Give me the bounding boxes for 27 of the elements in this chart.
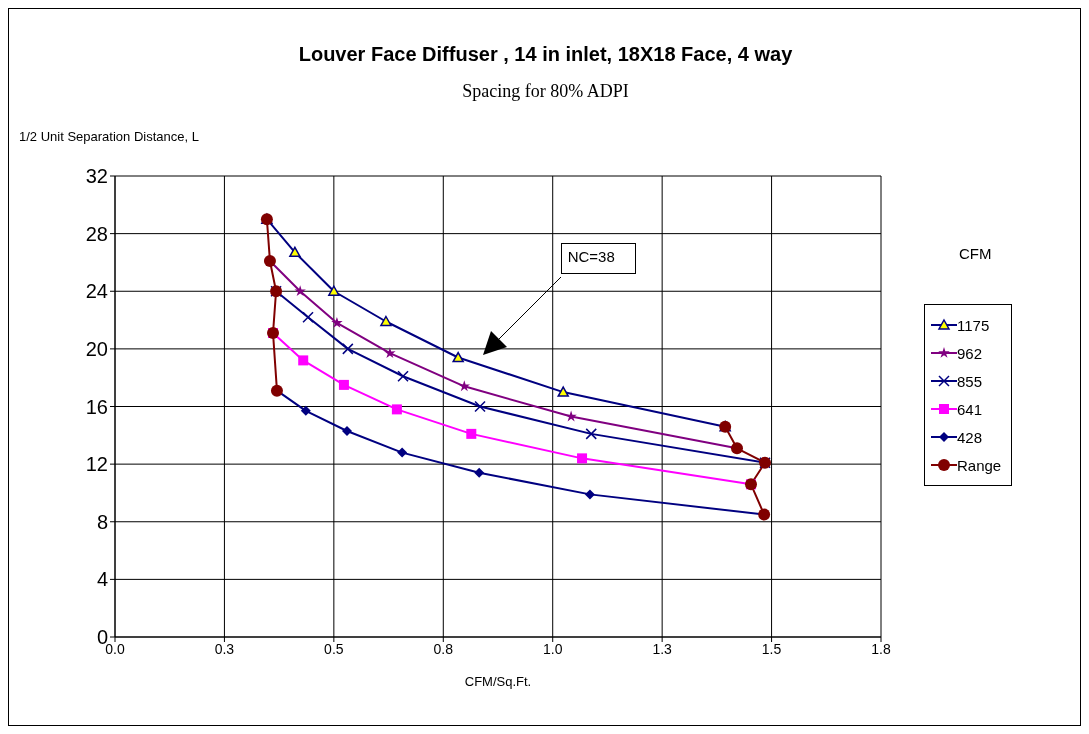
legend-label: 855 [957,372,983,390]
y-tick-label: 20 [85,337,108,360]
y-tick-label: 4 [96,568,108,591]
legend-label: 1175 [957,316,990,334]
x-tick-label: 1.3 [652,640,673,657]
chart-subtitle: Spacing for 80% ADPI [461,81,630,102]
y-tick-label: 12 [85,453,108,476]
annotation: NC=38 [560,242,636,274]
y-tick-label: 24 [85,280,108,303]
legend-label: Range [957,456,1002,474]
legend-label: 962 [957,344,983,362]
y-tick-label: 16 [85,395,108,418]
y-tick-label: 28 [85,222,108,245]
x-tick-label: 0.3 [214,640,235,657]
chart-title: Louver Face Diffuser , 14 in inlet, 18X18 Face, 4 way [297,43,794,66]
legend-label: 428 [957,428,983,446]
x-tick-label: 1.8 [871,640,891,657]
x-axis-title: CFM/Sq.Ft. [463,674,533,689]
x-tick-label: 0.5 [324,640,344,657]
y-axis-title: 1/2 Unit Separation Distance, L [19,129,199,144]
legend-label: 641 [957,400,983,418]
y-tick-label: 32 [85,165,108,188]
x-tick-label: 1.0 [542,640,563,657]
x-tick-label: 0.8 [433,640,454,657]
legend-title: CFM [959,245,992,262]
y-tick-label: 8 [96,510,108,533]
x-tick-label: 1.5 [761,640,782,657]
